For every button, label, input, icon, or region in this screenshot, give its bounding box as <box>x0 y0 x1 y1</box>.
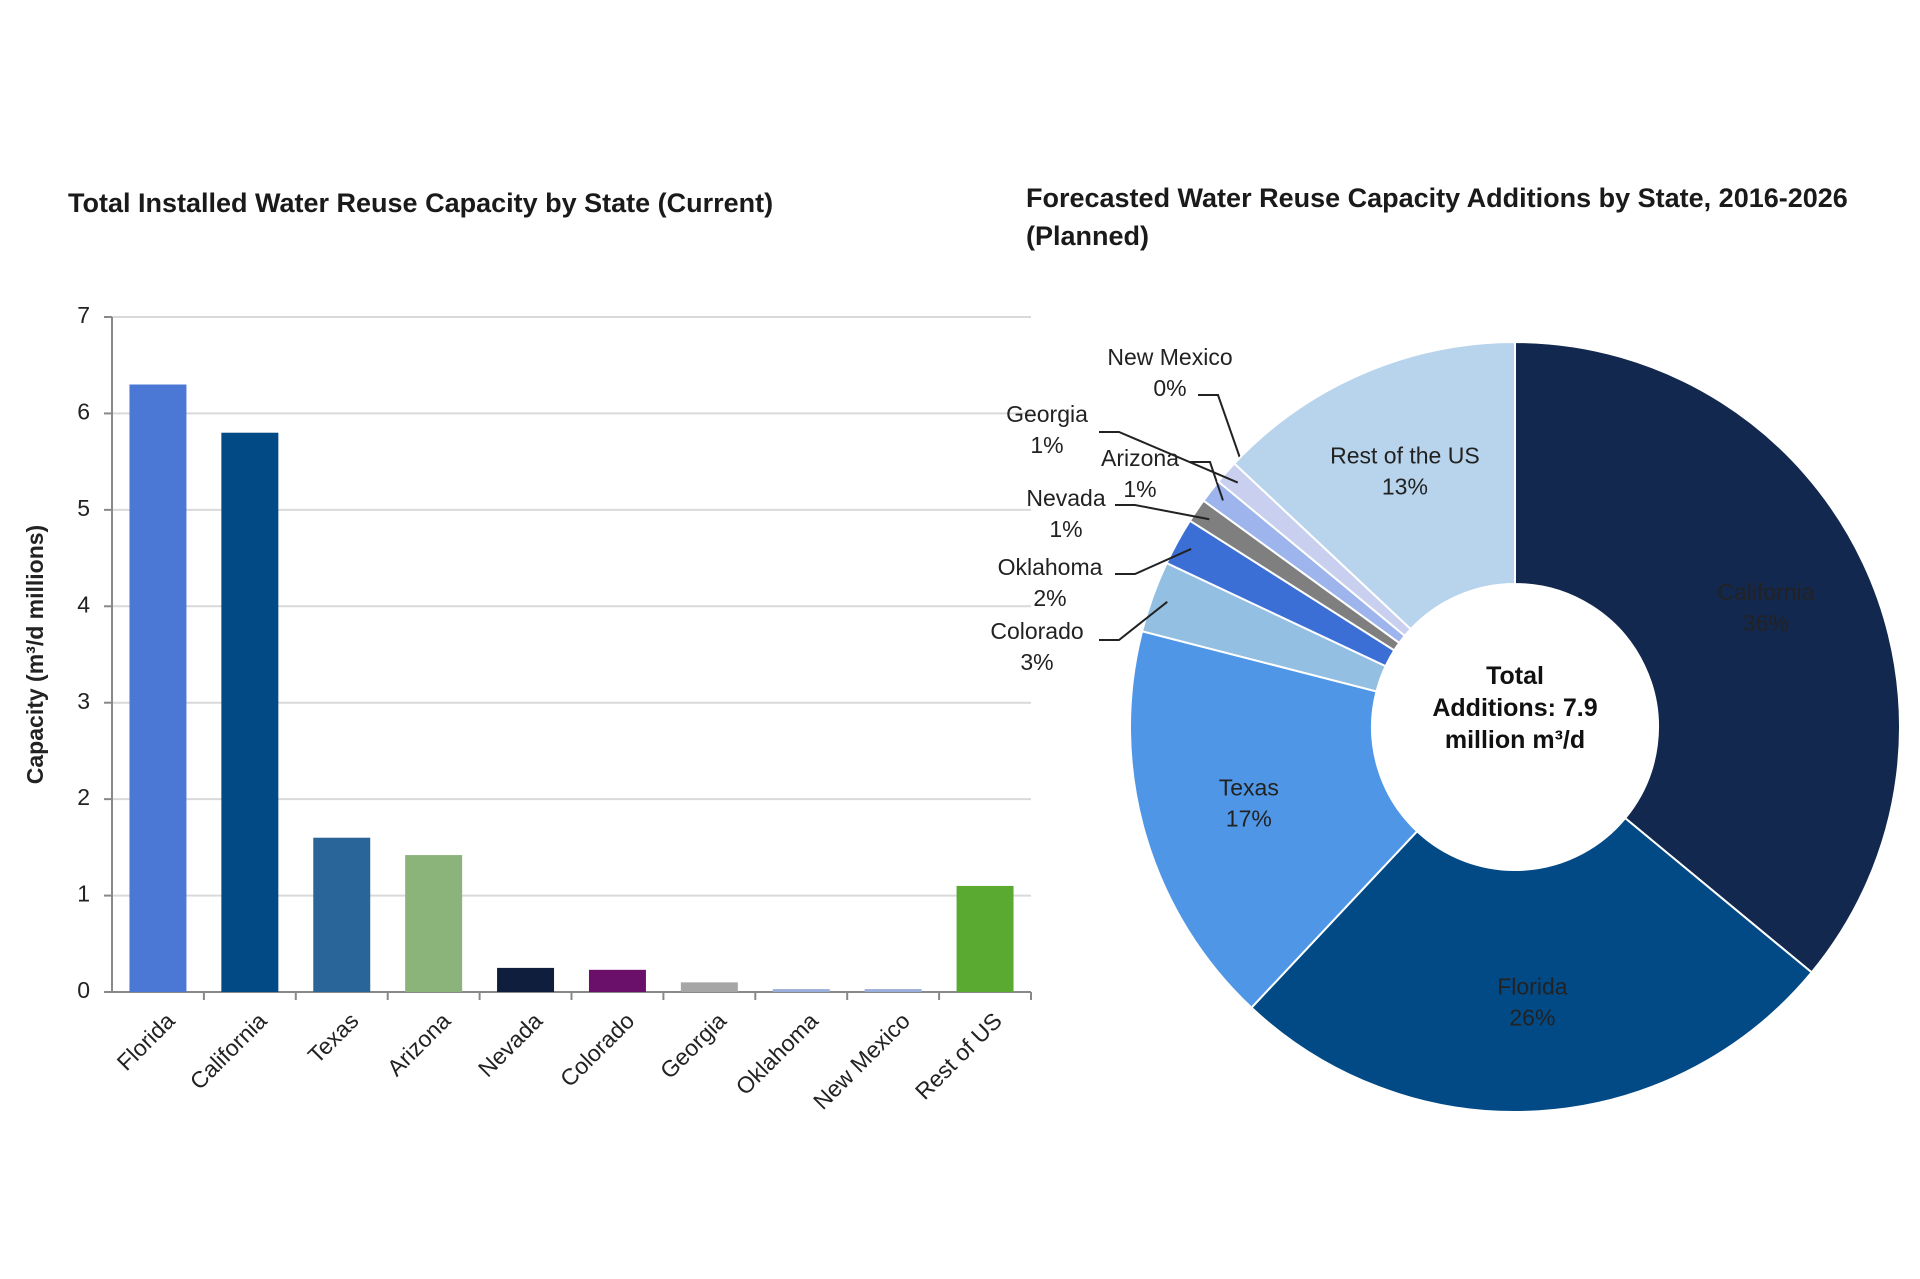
slice-name: Arizona <box>1101 445 1179 471</box>
slice-value: 36% <box>1743 610 1789 636</box>
bar <box>772 989 830 992</box>
x-tick-label: Oklahoma <box>731 1007 824 1100</box>
bar <box>405 855 463 992</box>
bar <box>129 384 187 992</box>
bar <box>680 982 738 992</box>
pie-slice <box>1514 340 1901 974</box>
y-axis-label: Capacity (m³/d millions) <box>22 525 48 784</box>
slice-name: Colorado <box>990 618 1083 644</box>
leader-line <box>1115 548 1192 575</box>
leader-line <box>1198 394 1247 475</box>
y-tick-label: 4 <box>77 591 90 617</box>
leader-line <box>1190 461 1224 501</box>
x-tick-label: Rest of US <box>910 1007 1007 1104</box>
slice-name: Georgia <box>1006 401 1088 427</box>
y-tick-label: 5 <box>77 495 90 521</box>
y-tick-label: 7 <box>77 302 90 328</box>
slice-value: 1% <box>1049 516 1082 542</box>
pie-slice <box>1250 816 1814 1113</box>
bar <box>497 967 555 992</box>
pie-slice <box>1129 630 1419 1010</box>
slice-value: 1% <box>1030 432 1063 458</box>
bar <box>221 432 279 992</box>
bar-title: Total Installed Water Reuse Capacity by … <box>68 188 774 218</box>
x-tick-label: Arizona <box>382 1007 456 1081</box>
slice-value: 3% <box>1020 649 1053 675</box>
bar <box>956 885 1014 992</box>
y-tick-label: 1 <box>77 881 90 907</box>
x-tick-label: New Mexico <box>808 1007 915 1114</box>
slice-name: New Mexico <box>1107 344 1232 370</box>
slice-value: 0% <box>1153 375 1186 401</box>
slice-name: Nevada <box>1026 485 1105 511</box>
y-tick-label: 2 <box>77 784 90 810</box>
center-label: Total Additions: 7.9 million m³/d <box>1432 662 1598 754</box>
slice-value: 13% <box>1382 474 1428 500</box>
slice-value: 2% <box>1033 585 1066 611</box>
bar <box>313 837 371 992</box>
x-tick-label: Florida <box>112 1007 180 1075</box>
x-tick-label: Nevada <box>473 1007 548 1082</box>
slice-name: California <box>1717 579 1814 605</box>
y-tick-label: 6 <box>77 399 90 425</box>
bar <box>588 969 646 992</box>
pie-slice <box>1232 340 1516 631</box>
x-tick-label: Texas <box>303 1007 364 1068</box>
x-tick-label: Georgia <box>655 1007 731 1083</box>
slice-value: 17% <box>1226 805 1272 831</box>
slice-name: Oklahoma <box>998 554 1103 580</box>
leader-line <box>1099 431 1239 484</box>
slice-name: Florida <box>1497 974 1568 1000</box>
slice-value: 26% <box>1509 1005 1555 1031</box>
x-tick-label: Colorado <box>555 1007 639 1091</box>
bar <box>864 989 922 992</box>
slice-name: Texas <box>1219 774 1279 800</box>
slice-value: 1% <box>1123 476 1156 502</box>
leader-line <box>1099 601 1168 641</box>
y-tick-label: 0 <box>77 977 90 1003</box>
leader-line <box>1115 504 1210 521</box>
y-tick-label: 3 <box>77 688 90 714</box>
x-tick-label: California <box>185 1007 272 1094</box>
slice-name: Rest of the US <box>1330 443 1480 469</box>
pie-title: Forecasted Water Reuse Capacity Addition… <box>1026 183 1848 251</box>
